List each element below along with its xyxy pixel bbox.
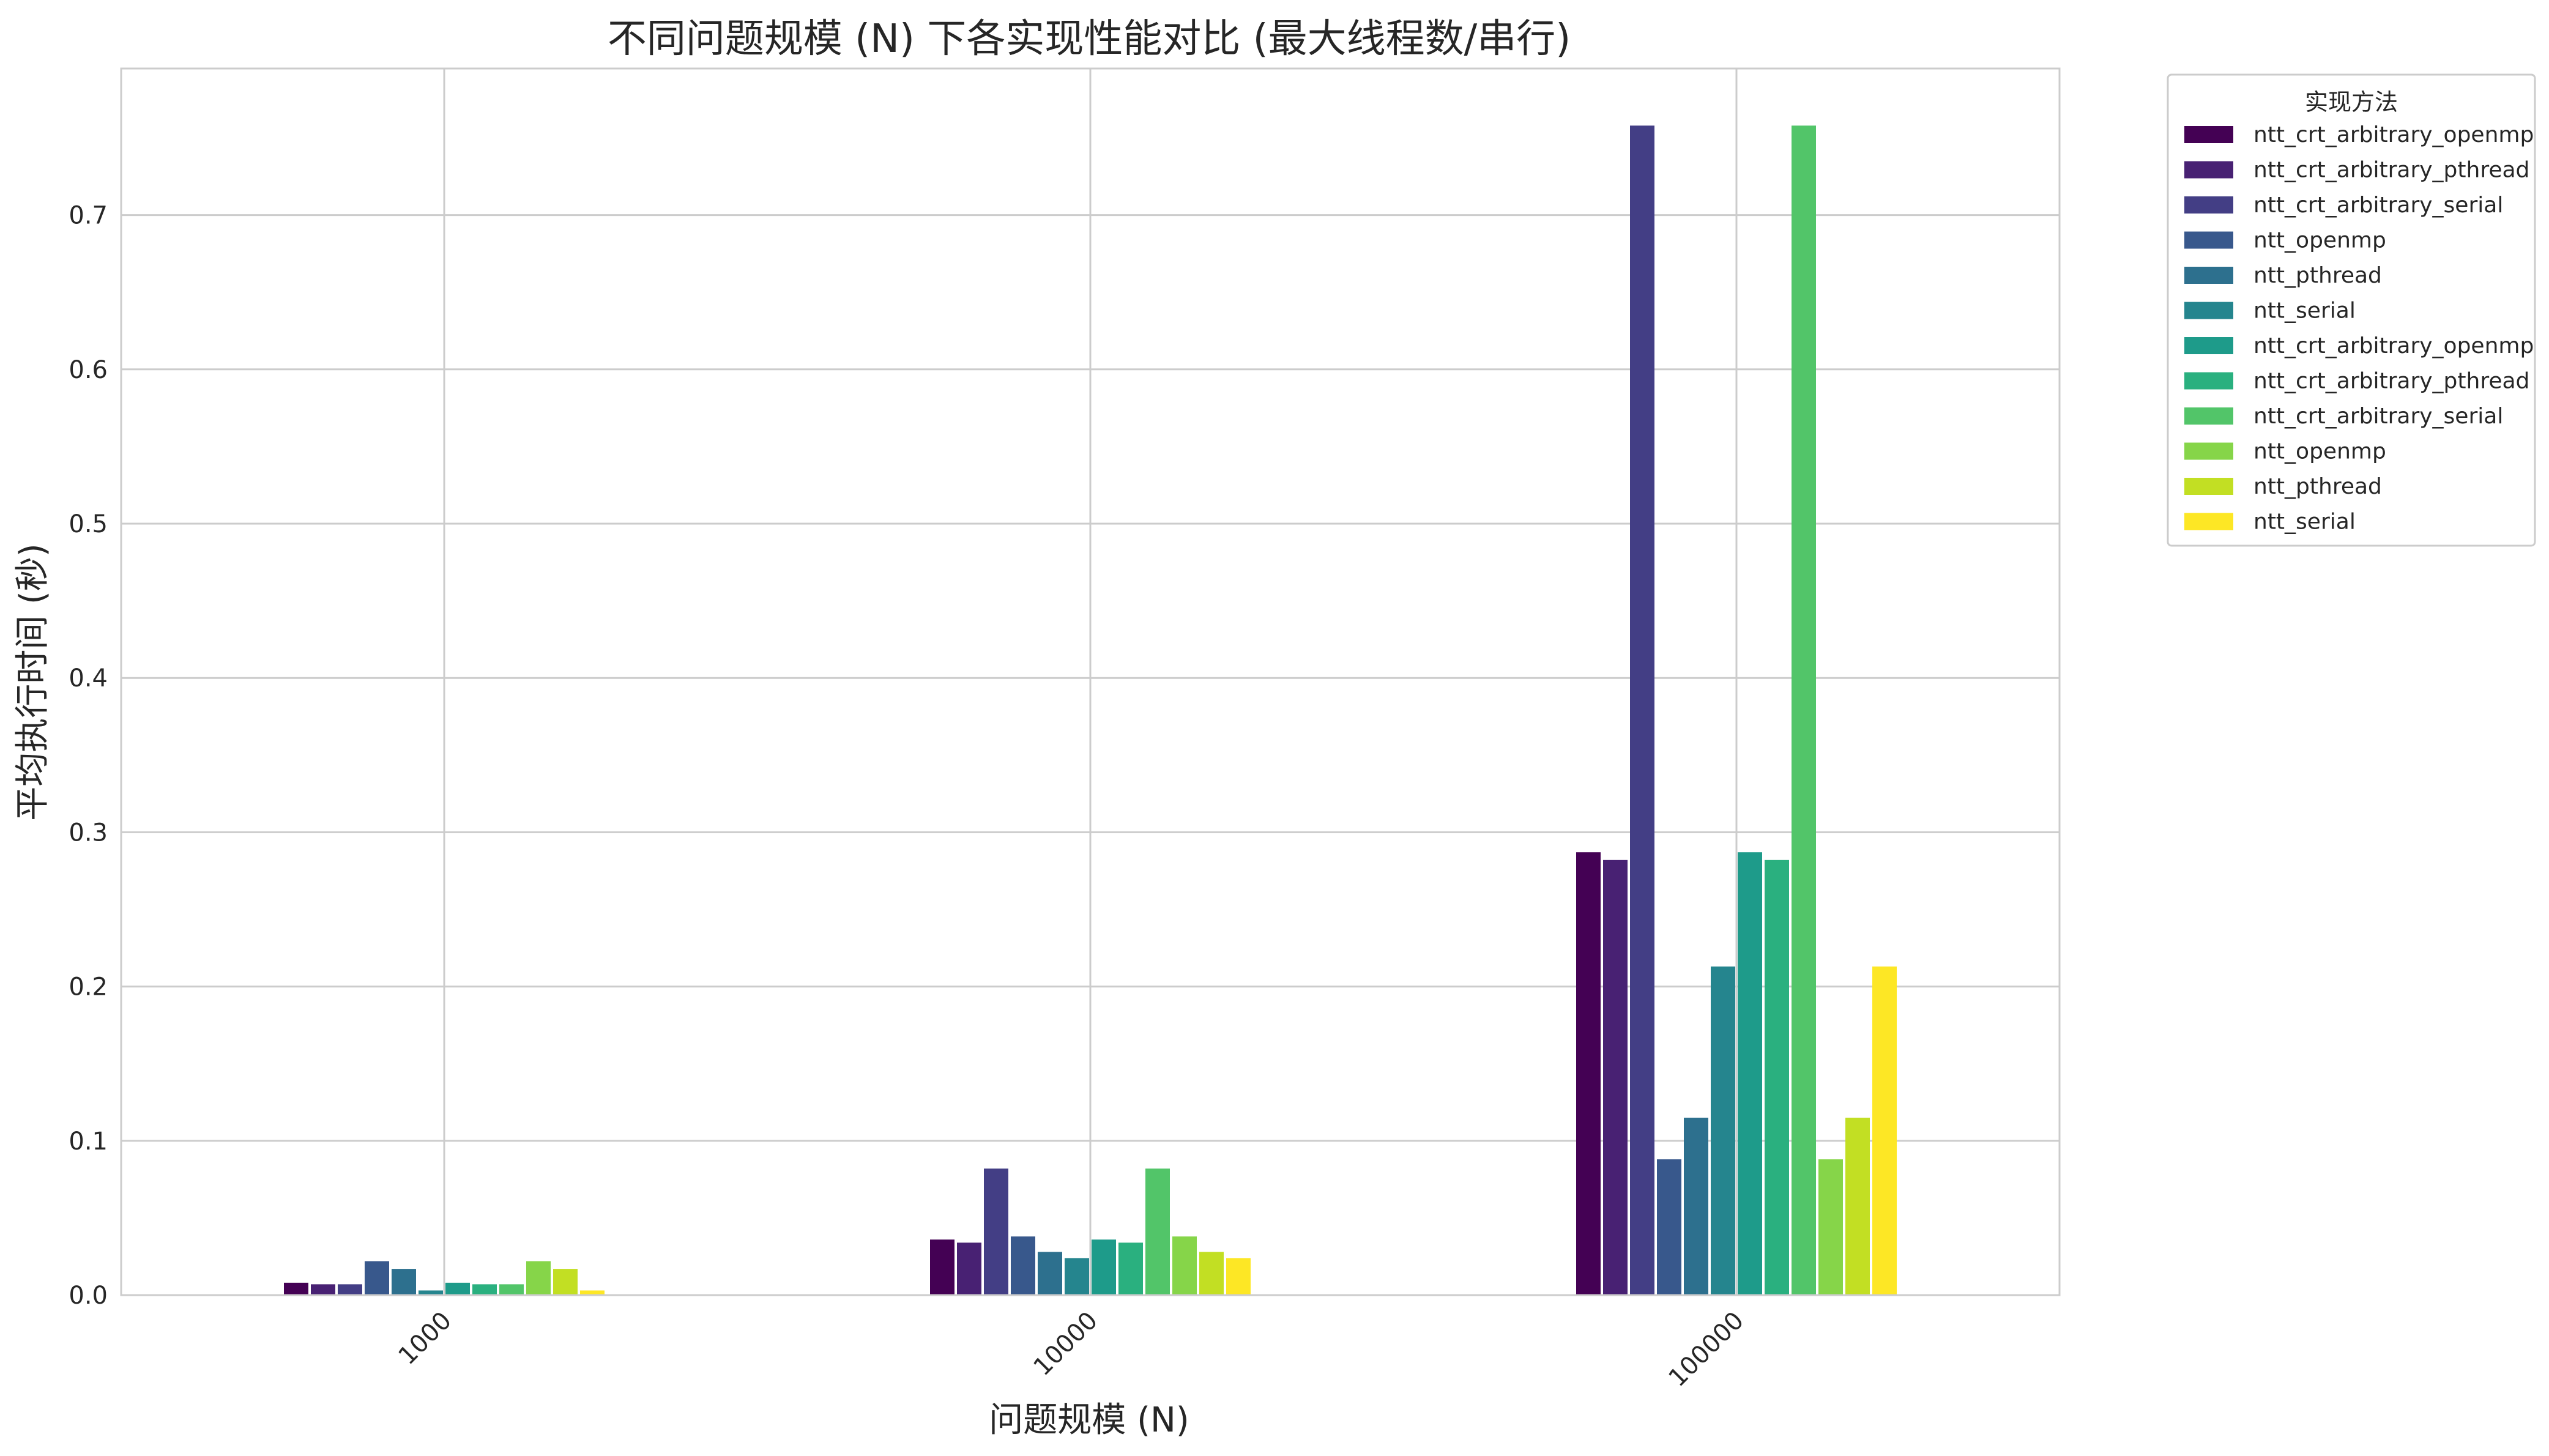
grid (121, 69, 2060, 1296)
bar (1711, 966, 1735, 1295)
bar (392, 1269, 416, 1295)
legend-entry-label: ntt_crt_arbitrary_serial (2253, 404, 2503, 429)
bar (1092, 1239, 1116, 1295)
bar (284, 1282, 308, 1295)
bars (284, 125, 1897, 1296)
bar (1738, 852, 1762, 1295)
y-tick-label: 0.5 (69, 510, 108, 538)
y-tick-label: 0.6 (69, 356, 108, 384)
legend-swatch (2184, 478, 2233, 495)
legend-entry-label: ntt_serial (2253, 299, 2356, 324)
legend-title: 实现方法 (2305, 89, 2398, 116)
bar (472, 1284, 497, 1295)
legend-items: ntt_crt_arbitrary_openmp ntt_crt_arbitrar… (2184, 122, 2534, 535)
bar (365, 1261, 389, 1295)
y-tick-label: 0.7 (69, 202, 108, 230)
bar (1792, 125, 1816, 1296)
bar (1684, 1117, 1708, 1295)
legend-entry-label: ntt_crt_arbitrary_pthread (2253, 158, 2529, 183)
bar (1765, 860, 1789, 1295)
legend-swatch (2184, 372, 2233, 390)
bar (1226, 1258, 1251, 1295)
bar (1118, 1242, 1143, 1295)
legend-swatch (2184, 161, 2233, 179)
legend-swatch (2184, 196, 2233, 214)
legend-swatch (2184, 337, 2233, 354)
bar (1065, 1258, 1089, 1295)
legend-swatch (2184, 513, 2233, 530)
plot-frame (120, 67, 2061, 1296)
bar (1845, 1117, 1870, 1295)
y-tick-label: 0.2 (69, 973, 108, 1001)
legend-entry-label: ntt_crt_arbitrary_openmp (2253, 333, 2534, 358)
legend-entry-label: ntt_crt_arbitrary_pthread (2253, 369, 2529, 394)
bar (580, 1290, 605, 1295)
bar (499, 1284, 524, 1295)
y-tick-label: 0.3 (69, 819, 108, 847)
legend-box (2167, 73, 2536, 547)
bar (419, 1290, 443, 1295)
legend-swatch (2184, 407, 2233, 425)
legend-entry-label: ntt_openmp (2253, 439, 2386, 464)
legend-entry-label: ntt_pthread (2253, 263, 2382, 288)
bar (1603, 860, 1628, 1295)
y-axis-label: 平均执行时间 (秒) (13, 543, 53, 821)
legend-swatch (2184, 442, 2233, 460)
legend-entry-label: ntt_openmp (2253, 228, 2386, 253)
bar (930, 1239, 954, 1295)
y-tick-label: 0.4 (69, 664, 108, 693)
legend-entry-label: ntt_serial (2253, 510, 2356, 535)
legend-entry-label: ntt_pthread (2253, 474, 2382, 499)
bar (1818, 1159, 1843, 1295)
y-tick-label: 0.0 (69, 1282, 108, 1310)
bar (1630, 125, 1654, 1296)
bar (311, 1284, 335, 1295)
legend-entry-label: ntt_crt_arbitrary_serial (2253, 193, 2503, 218)
bar (1576, 852, 1601, 1295)
legend-swatch (2184, 126, 2233, 143)
legend-swatch (2184, 231, 2233, 249)
bar (1145, 1168, 1170, 1295)
bar (1199, 1252, 1224, 1295)
bar (445, 1282, 470, 1295)
x-axis-label: 问题规模 (N) (989, 1400, 1189, 1440)
bar (984, 1168, 1008, 1295)
bar (1011, 1236, 1035, 1295)
legend-swatch (2184, 302, 2233, 319)
bar (553, 1269, 578, 1295)
bar (1657, 1159, 1681, 1295)
bar (957, 1242, 981, 1295)
legend: 实现方法 ntt_crt_arbitrary_openmpntt_crt_arb… (2167, 73, 2536, 547)
legend-entry-label: ntt_crt_arbitrary_openmp (2253, 122, 2534, 147)
bar (1872, 966, 1897, 1295)
y-tick-label: 0.1 (69, 1127, 108, 1156)
bar (526, 1261, 551, 1295)
chart-title: 不同问题规模 (N) 下各实现性能对比 (最大线程数/串行) (608, 17, 1571, 62)
bar (338, 1284, 362, 1295)
bar (1038, 1252, 1062, 1295)
legend-swatch (2184, 267, 2233, 284)
bar (1172, 1236, 1197, 1295)
